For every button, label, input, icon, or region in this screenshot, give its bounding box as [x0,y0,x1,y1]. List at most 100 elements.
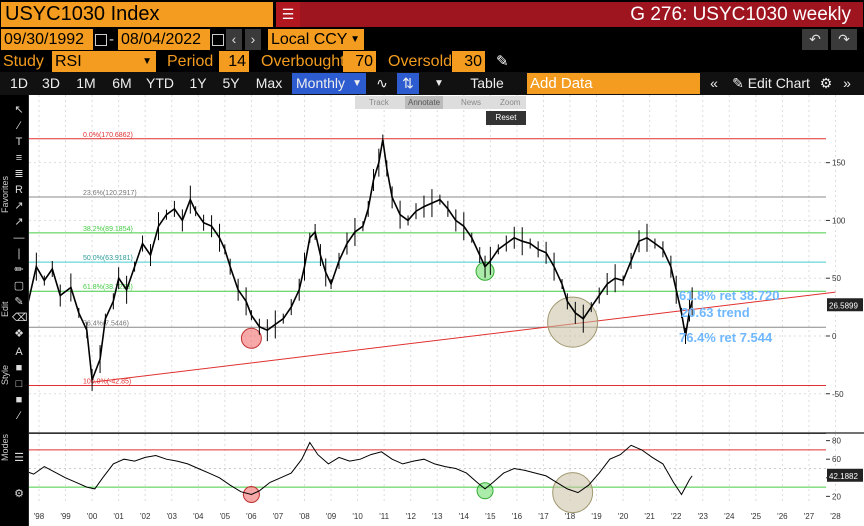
reset-button[interactable]: Reset [486,111,526,125]
annotation-trend: 20.63 trend [681,305,750,320]
fib-level-label: 50.0%(63.9181) [83,255,133,262]
r-tool-icon[interactable]: R [15,184,23,196]
paint-tool-icon[interactable]: ❖ [14,328,24,340]
x-tick-label: '02 [140,512,151,521]
oversold-input[interactable]: 30 [452,51,485,72]
x-tick-label: '24 [724,512,735,521]
chart-area[interactable]: '98 '99 '00 '01 '02 '03 '04 '05 '06 '07 '08 '09 '10 '… [29,95,864,526]
start-date-field[interactable]: 09/30/1992 [1,29,93,50]
table-button[interactable]: Table [470,75,504,91]
favorites-label: Favorites [0,175,10,213]
calendar-icon[interactable] [95,34,107,46]
candle-chart-icon[interactable]: ⇅ [397,73,419,94]
study-label: Study [3,53,44,70]
pencil-icon[interactable]: ✎ [496,53,509,70]
overbought-label: Overbought [261,53,345,70]
ticker-input[interactable]: USYC1030 Index [1,2,273,27]
chart-toolbar: 1D 3D 1M 6M YTD 1Y 5Y Max Monthly ▼ ∿ ⇅ … [0,72,864,95]
edit-chart-label: Edit Chart [747,75,810,91]
overbought-input[interactable]: 70 [343,51,376,72]
expand-icon[interactable]: » [843,75,851,91]
text-tool-icon[interactable]: T [15,136,23,148]
gear-icon[interactable]: ⚙ [819,75,833,91]
date-row: 09/30/1992 - 08/04/2022 ‹ › Local CCY ▼ … [0,29,864,51]
mode-icon[interactable]: ☰ [14,452,24,464]
date-separator: - [109,31,114,48]
end-date-field[interactable]: 08/04/2022 [118,29,210,50]
x-tick-label: '18 [565,512,576,521]
fib-level-label: 61.8%(38.7253) [83,284,133,291]
study-row: Study RSI ▼ Period 14 Overbought 70 Over… [0,51,864,72]
rsi-last-value-label: 42.1882 [829,472,858,481]
pencil-tool-icon[interactable]: ✎ [14,296,24,308]
box-tool-icon[interactable]: ▢ [13,280,25,292]
period-ytd-button[interactable]: YTD [146,75,174,91]
text-size-icon[interactable]: A [15,346,23,358]
pencil-icon: ✎ [732,75,744,91]
cursor-icon[interactable]: ↖ [14,104,24,116]
eraser-tool-icon[interactable]: ⌫ [12,312,28,324]
track-tool[interactable]: Track [369,98,389,107]
brush-tool-icon[interactable]: ✏ [14,264,24,276]
collapse-icon[interactable]: « [710,75,718,91]
gear-icon[interactable]: ⚙ [14,488,24,500]
low-marker-2018 [547,296,599,348]
y-tick-label: 0 [832,332,837,341]
vline-tool-icon[interactable]: ∣ [16,248,22,260]
period-3d-button[interactable]: 3D [42,75,60,91]
study-value: RSI [55,53,82,70]
currency-select[interactable]: Local CCY ▼ [268,29,364,50]
period-1y-button[interactable]: 1Y [189,75,207,91]
hline-tool-icon[interactable]: — [13,232,25,244]
zoom-tool[interactable]: Zoom [500,98,521,107]
line-chart-icon[interactable]: ∿ [376,75,388,91]
news-tool[interactable]: News [461,98,482,107]
frequency-label: Monthly [296,75,346,91]
chart-tools-bar: Track Annotate News Zoom [355,96,526,109]
period-1d-button[interactable]: 1D [10,75,28,91]
x-tick-label: '14 [459,512,470,521]
edit-chart-button[interactable]: ✎ Edit Chart [727,73,815,94]
period-input[interactable]: 14 [219,51,249,72]
arrow-tool-icon[interactable]: ↗ [14,216,24,228]
square-color-icon[interactable]: ■ [15,362,23,374]
next-period-button[interactable]: › [245,29,261,50]
ticker-menu-button[interactable]: ☰ [276,2,300,27]
x-tick-label: '28 [830,512,841,521]
period-6m-button[interactable]: 6M [112,75,132,91]
chevron-down-icon[interactable]: ▼ [434,78,444,89]
x-tick-label: '10 [352,512,363,521]
square-fill-icon[interactable]: ■ [15,394,23,406]
x-tick-label: '21 [644,512,655,521]
fib-tool-icon[interactable]: ≣ [14,168,24,180]
line-width-icon[interactable]: ∕ [18,410,20,422]
x-tick-label: '15 [485,512,496,521]
channel-tool-icon[interactable]: ≡ [15,152,23,164]
rsi-y-tick-label: 60 [832,455,841,464]
redo-button[interactable]: ↷ [831,29,857,50]
period-5y-button[interactable]: 5Y [222,75,240,91]
x-tick-label: '99 [60,512,71,521]
square-outline-icon[interactable]: □ [15,378,23,390]
study-select[interactable]: RSI ▼ [52,51,156,72]
calendar-icon[interactable] [212,34,224,46]
trend-line [92,291,836,383]
ray-tool-icon[interactable]: ↗ [14,200,24,212]
period-max-button[interactable]: Max [255,75,283,91]
x-tick-label: '04 [193,512,204,521]
add-data-input[interactable]: Add Data [527,73,700,94]
annotate-tool[interactable]: Annotate [405,96,444,109]
prev-period-button[interactable]: ‹ [226,29,242,50]
line-tool-icon[interactable]: ∕ [18,120,20,132]
x-tick-label: '26 [777,512,788,521]
frequency-select[interactable]: Monthly ▼ [292,73,366,94]
rsi-y-tick-label: 20 [832,492,841,501]
chevron-down-icon: ▼ [350,34,360,45]
undo-button[interactable]: ↶ [802,29,828,50]
rsi-series-line [29,441,693,496]
period-1m-button[interactable]: 1M [76,75,96,91]
x-tick-label: '09 [326,512,337,521]
page-title: G 276: USYC1030 weekly [300,2,863,27]
rsi-last-value-box [827,468,863,482]
reset-label: Reset [495,113,517,122]
